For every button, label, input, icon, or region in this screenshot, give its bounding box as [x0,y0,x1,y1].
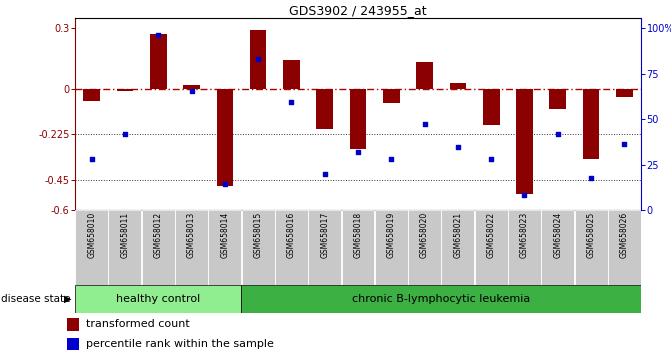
Point [586,175,597,181]
Bar [608,210,641,285]
Point [419,121,430,127]
Text: GSM658016: GSM658016 [287,212,296,258]
Point [253,57,264,62]
Bar [450,83,466,89]
Text: GSM658011: GSM658011 [120,212,130,258]
Bar [483,89,499,125]
Bar [317,89,333,129]
Bar [75,285,242,313]
Bar [541,210,574,285]
Text: GSM658017: GSM658017 [320,212,329,258]
Text: GSM658021: GSM658021 [454,212,462,258]
Text: GSM658010: GSM658010 [87,212,96,258]
Text: transformed count: transformed count [86,319,190,330]
Bar [242,210,274,285]
Text: GSM658013: GSM658013 [187,212,196,258]
Point [119,131,130,137]
Text: ▶: ▶ [64,294,72,304]
Text: percentile rank within the sample: percentile rank within the sample [86,339,274,349]
Point [386,156,397,162]
Bar [616,89,633,97]
Bar [67,338,79,350]
Point [186,88,197,93]
Bar [208,210,242,285]
Text: GSM658020: GSM658020 [420,212,429,258]
Bar [242,285,641,313]
Point [319,171,330,176]
Bar [109,210,142,285]
Bar [217,89,233,186]
Bar [342,210,374,285]
Point [619,142,629,147]
Bar [150,34,166,89]
Bar [416,62,433,89]
Text: GSM658024: GSM658024 [554,212,562,258]
Text: GSM658022: GSM658022 [486,212,496,258]
Point [87,156,97,162]
Text: healthy control: healthy control [116,294,201,304]
Bar [75,210,108,285]
Text: GSM658012: GSM658012 [154,212,163,258]
Bar [550,89,566,109]
Point [552,131,563,137]
Bar [408,210,441,285]
Bar [183,85,200,89]
Bar [250,30,266,89]
Bar [474,210,508,285]
Text: GSM658019: GSM658019 [386,212,396,258]
Title: GDS3902 / 243955_at: GDS3902 / 243955_at [289,4,427,17]
Bar [117,89,134,91]
Bar [275,210,308,285]
Text: chronic B-lymphocytic leukemia: chronic B-lymphocytic leukemia [352,294,530,304]
Text: GSM658023: GSM658023 [520,212,529,258]
Point [452,144,463,150]
Bar [508,210,541,285]
Bar [582,89,599,159]
Point [486,156,497,162]
Bar [574,210,607,285]
Text: GSM658025: GSM658025 [586,212,596,258]
Text: disease state: disease state [1,294,71,304]
Bar [442,210,474,285]
Text: GSM658018: GSM658018 [354,212,362,258]
Bar [308,210,341,285]
Bar [175,210,208,285]
Bar [350,89,366,149]
Bar [67,318,79,331]
Point [286,99,297,105]
Bar [142,210,174,285]
Bar [83,89,100,101]
Point [219,181,230,187]
Text: GSM658026: GSM658026 [620,212,629,258]
Point [153,32,164,38]
Bar [383,89,400,103]
Point [519,192,530,198]
Bar [516,89,533,194]
Text: GSM658014: GSM658014 [220,212,229,258]
Point [353,150,364,155]
Bar [283,61,300,89]
Bar [375,210,408,285]
Text: GSM658015: GSM658015 [254,212,262,258]
